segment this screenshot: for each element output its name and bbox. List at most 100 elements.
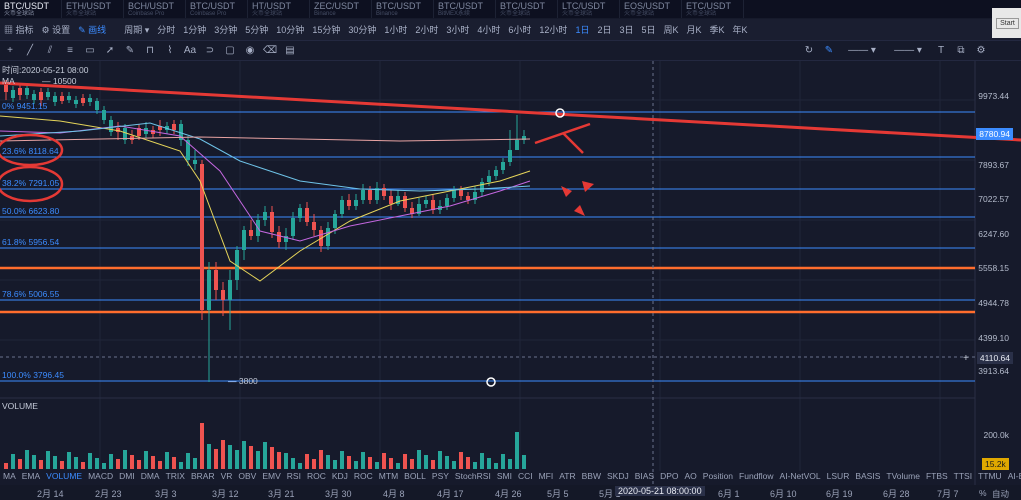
- period-option[interactable]: 6小时: [508, 25, 532, 35]
- symbol-tab[interactable]: ZEC/USDT Binance: [310, 0, 372, 18]
- symbol-tab[interactable]: BTC/USDT BitMEX永续: [434, 0, 496, 18]
- period-option[interactable]: 分时: [157, 25, 176, 35]
- indicator-option[interactable]: KDJ: [331, 471, 348, 481]
- period-option[interactable]: 3小时: [446, 25, 470, 35]
- indicator-option[interactable]: FTBS: [925, 471, 948, 481]
- indicator-option[interactable]: TVolume: [886, 471, 920, 481]
- indicator-option[interactable]: ROC: [353, 471, 373, 481]
- period-option[interactable]: 3日: [619, 25, 634, 35]
- draw-button[interactable]: ✎ 画线: [78, 25, 107, 35]
- start-button[interactable]: Start: [996, 18, 1019, 29]
- indicator-option[interactable]: BRAR: [190, 471, 215, 481]
- indicator-option[interactable]: StochRSI: [454, 471, 491, 481]
- period-option[interactable]: 3分钟: [214, 25, 238, 35]
- pen-color-icon[interactable]: ✎: [824, 44, 834, 56]
- crosshair-icon[interactable]: +: [7, 44, 13, 56]
- indicator-option[interactable]: Fundflow: [739, 471, 774, 481]
- symbol-tab[interactable]: BTC/USDT Binance: [372, 0, 434, 18]
- indicator-option[interactable]: OBV: [238, 471, 257, 481]
- symbol-tab[interactable]: EOS/USDT 火币全球站: [620, 0, 682, 18]
- indicator-option[interactable]: MFI: [538, 471, 554, 481]
- indicator-option[interactable]: AI-BSI: [1007, 471, 1021, 481]
- indicator-option[interactable]: VOLUME: [46, 471, 83, 481]
- indicator-option[interactable]: BASIS: [855, 471, 881, 481]
- symbol-tab[interactable]: ETC/USDT 火币全球站: [682, 0, 744, 18]
- indicator-option[interactable]: CCI: [517, 471, 533, 481]
- text-tool-icon[interactable]: T: [937, 44, 945, 56]
- symbol-tab[interactable]: BTC/USDT Coinbase Pro: [186, 0, 248, 18]
- magnet-icon[interactable]: ⊃: [205, 44, 215, 56]
- period-option[interactable]: 季K: [709, 25, 725, 35]
- indicator-option[interactable]: EMA: [21, 471, 41, 481]
- auto-toggle[interactable]: 自动: [992, 489, 1010, 499]
- arrow-icon[interactable]: ➚: [105, 44, 115, 56]
- layers-icon[interactable]: ▤: [285, 44, 295, 56]
- indicator-option[interactable]: TTMU: [978, 471, 1002, 481]
- period-option[interactable]: 2日: [597, 25, 612, 35]
- trash-icon[interactable]: ⌫: [263, 44, 278, 56]
- symbol-tab[interactable]: HT/USDT 火币全球站: [248, 0, 310, 18]
- symbol-tab[interactable]: ETH/USDT 火币全球站: [62, 0, 124, 18]
- period-option[interactable]: 4小时: [477, 25, 501, 35]
- settings-icon[interactable]: ⚙: [976, 44, 986, 56]
- indicator-option[interactable]: MTM: [378, 471, 399, 481]
- indicator-option[interactable]: Position: [702, 471, 734, 481]
- measure-icon[interactable]: ⌇: [167, 44, 173, 56]
- indicator-option[interactable]: SKDJ: [606, 471, 629, 481]
- period-option[interactable]: 月K: [686, 25, 702, 35]
- indicator-option[interactable]: DMA: [140, 471, 160, 481]
- period-option[interactable]: 1分钟: [183, 25, 207, 35]
- indicator-option[interactable]: DMI: [119, 471, 135, 481]
- eye-icon[interactable]: ◉: [245, 44, 255, 56]
- period-option[interactable]: 5日: [641, 25, 656, 35]
- settings-button[interactable]: ⚙ 设置: [41, 25, 71, 35]
- symbol-tab[interactable]: LTC/USDT 火币全球站: [558, 0, 620, 18]
- indicator-option[interactable]: SMI: [496, 471, 512, 481]
- indicator-button[interactable]: ▦ 指标: [4, 25, 34, 35]
- indicator-option[interactable]: BOLL: [404, 471, 426, 481]
- line-style-select[interactable]: —— ▾: [848, 44, 876, 56]
- period-option[interactable]: 2小时: [415, 25, 439, 35]
- indicator-option[interactable]: PSY: [431, 471, 449, 481]
- camera-icon[interactable]: ⧉: [957, 44, 965, 56]
- period-option[interactable]: 5分钟: [245, 25, 269, 35]
- indicator-option[interactable]: MACD: [88, 471, 114, 481]
- indicator-option[interactable]: DPO: [660, 471, 679, 481]
- indicator-option[interactable]: BIAS: [634, 471, 655, 481]
- lock-icon[interactable]: ▢: [225, 44, 235, 56]
- period-option[interactable]: 年K: [732, 25, 748, 35]
- fib-icon[interactable]: ⊓: [146, 44, 154, 56]
- rectangle-icon[interactable]: ▭: [85, 44, 95, 56]
- parallel-line-icon[interactable]: ⫽: [47, 44, 53, 56]
- text-icon[interactable]: Aa: [183, 44, 197, 56]
- indicator-option[interactable]: VR: [220, 471, 233, 481]
- period-option[interactable]: 周K: [663, 25, 679, 35]
- refresh-icon[interactable]: ↻: [804, 44, 814, 56]
- indicator-option[interactable]: TTSI: [953, 471, 973, 481]
- percent-toggle[interactable]: %: [979, 488, 987, 498]
- symbol-tab[interactable]: BTC/USDT 火币全球站: [496, 0, 558, 18]
- kline-chart[interactable]: +: [0, 61, 1021, 485]
- period-option[interactable]: 1日: [575, 25, 590, 35]
- period-option[interactable]: 30分钟: [348, 25, 377, 35]
- line-width-select[interactable]: —— ▾: [894, 44, 922, 56]
- indicator-option[interactable]: EMV: [262, 471, 281, 481]
- period-option[interactable]: 12小时: [539, 25, 568, 35]
- indicator-option[interactable]: AO: [684, 471, 697, 481]
- indicator-option[interactable]: AI-NetVOL: [779, 471, 821, 481]
- line-tool-icon[interactable]: ╱: [26, 44, 34, 56]
- period-option[interactable]: 10分钟: [276, 25, 305, 35]
- period-option[interactable]: 15分钟: [312, 25, 341, 35]
- indicator-option[interactable]: MA: [3, 471, 16, 481]
- indicator-option[interactable]: TRIX: [165, 471, 185, 481]
- period-option[interactable]: 1小时: [384, 25, 408, 35]
- indicator-option[interactable]: ROC: [306, 471, 326, 481]
- indicator-option[interactable]: LSUR: [826, 471, 850, 481]
- indicator-option[interactable]: RSI: [286, 471, 301, 481]
- brush-icon[interactable]: ✎: [125, 44, 135, 56]
- indicator-option[interactable]: ATR: [559, 471, 576, 481]
- indicator-option[interactable]: BBW: [581, 471, 601, 481]
- symbol-tab[interactable]: BTC/USDT 火币全球站: [0, 0, 62, 18]
- symbol-tab[interactable]: BCH/USDT Coinbase Pro: [124, 0, 186, 18]
- horizontal-line-icon[interactable]: ≡: [67, 44, 73, 56]
